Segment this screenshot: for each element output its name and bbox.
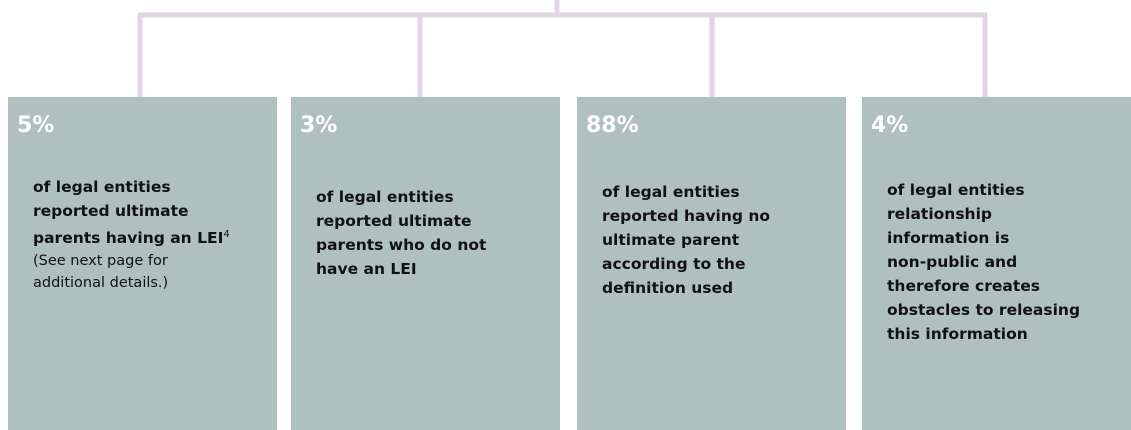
description-line: parents having an LEI4: [33, 223, 230, 250]
description-line: reported ultimate: [316, 209, 486, 233]
note-line: (See next page for: [33, 253, 168, 270]
description-line: parents who do not: [316, 233, 486, 257]
stat-box: 3% of legal entities reported ultimate pare…: [291, 97, 560, 430]
description-line: obstacles to releasing: [887, 298, 1080, 322]
description-line: of legal entities: [602, 180, 770, 204]
connectors: [137, 0, 988, 97]
description-line: of legal entities: [887, 178, 1080, 202]
description-line: reported ultimate: [33, 199, 230, 223]
line-text: obstacles to releasing: [887, 301, 1081, 319]
line-text: of legal entities: [316, 188, 454, 206]
description-line: of legal entities: [316, 185, 486, 209]
line-text: of legal entities: [887, 181, 1025, 199]
line-text: therefore creates: [887, 277, 1041, 295]
note-line: additional details.): [33, 275, 169, 292]
description-line: according to the: [602, 252, 770, 276]
description-line: definition used: [602, 276, 770, 300]
percent: 4%: [871, 113, 909, 138]
description-line: therefore creates: [887, 274, 1080, 298]
description-line: non-public and: [887, 250, 1080, 274]
line-text: of legal entities: [33, 178, 171, 196]
line-text: reported ultimate: [33, 202, 189, 220]
footnote-ref: 4: [223, 229, 230, 240]
line-text: reported having no: [602, 207, 771, 225]
percent: 3%: [300, 113, 338, 138]
line-text: according to the: [602, 255, 746, 273]
description: of legal entities relationship information…: [887, 178, 1080, 346]
line-text: reported ultimate: [316, 212, 472, 230]
line-text: relationship: [887, 205, 993, 223]
line-text: parents who do not: [316, 236, 487, 254]
line-text: have an LEI: [316, 260, 417, 278]
description-line: this information: [887, 322, 1080, 346]
stat-box: 88% of legal entities reported having no ul…: [577, 97, 846, 430]
description-line: relationship: [887, 202, 1080, 226]
line-text: non-public and: [887, 253, 1018, 271]
stat-box: 4% of legal entities relationship informati…: [862, 97, 1131, 430]
line-text: ultimate parent: [602, 231, 740, 249]
line-text: information is: [887, 229, 1010, 247]
description: of legal entities reported having no ultim…: [602, 180, 770, 300]
description-line: ultimate parent: [602, 228, 770, 252]
stat-box: 5% of legal entities reported ultimate pare…: [8, 97, 277, 430]
line-text: of legal entities: [602, 183, 740, 201]
description: of legal entities reported ultimate parent…: [316, 185, 486, 281]
description: of legal entities reported ultimate parent…: [33, 175, 230, 294]
line-text: parents having an LEI: [33, 229, 224, 248]
description-line: have an LEI: [316, 257, 486, 281]
description-line: reported having no: [602, 204, 770, 228]
description-line: information is: [887, 226, 1080, 250]
percent: 5%: [17, 113, 55, 138]
description-line: of legal entities: [33, 175, 230, 199]
line-text: this information: [887, 325, 1028, 343]
percent: 88%: [586, 113, 639, 138]
line-text: definition used: [602, 279, 734, 297]
